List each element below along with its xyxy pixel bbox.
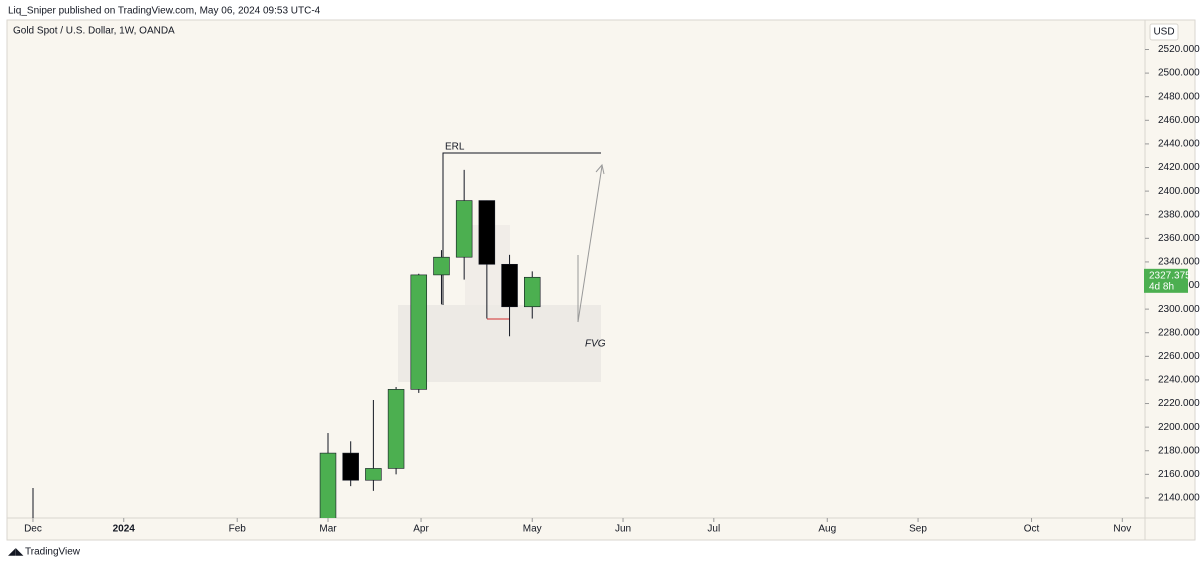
candle-body — [365, 468, 382, 481]
y-tick-label: 2520.000 — [1158, 44, 1200, 55]
x-tick-label: Mar — [319, 524, 337, 535]
x-tick-label: Oct — [1024, 524, 1040, 535]
x-tick-label: Jul — [707, 524, 720, 535]
logo-mark: ◢◣ — [8, 547, 24, 558]
y-tick-label: 2440.000 — [1158, 139, 1200, 150]
y-tick-label: 2360.000 — [1158, 233, 1200, 244]
footer: TradingView — [25, 547, 81, 558]
arrow-head — [595, 163, 605, 175]
candle-body — [342, 452, 359, 481]
chart-title: Gold Spot / U.S. Dollar, 1W, OANDA — [13, 26, 175, 37]
candle-body — [319, 452, 337, 518]
fvg-label: FVG — [585, 339, 606, 350]
countdown: 4d 8h — [1149, 281, 1174, 292]
x-tick-label: Sep — [909, 524, 927, 535]
x-tick-label: Nov — [1113, 524, 1131, 535]
fvg-zone — [398, 305, 601, 382]
y-tick-label: 2400.000 — [1158, 186, 1200, 197]
candle-body — [501, 263, 518, 308]
y-tick-label: 2240.000 — [1158, 375, 1200, 386]
erl-line — [442, 152, 601, 305]
currency-box — [1149, 23, 1179, 41]
candle-body — [433, 256, 450, 276]
x-tick-label: Aug — [818, 524, 836, 535]
x-tick-label: Apr — [413, 524, 429, 535]
y-tick-label: 2180.000 — [1158, 445, 1200, 456]
y-tick-label: 2220.000 — [1158, 398, 1200, 409]
candle-body — [387, 389, 405, 469]
y-tick-label: 2280.000 — [1158, 327, 1200, 338]
erl-label: ERL — [445, 142, 465, 153]
y-tick-label: 2420.000 — [1158, 162, 1200, 173]
y-tick-label: 2500.000 — [1158, 68, 1200, 79]
candle-body — [524, 276, 541, 308]
currency: USD — [1153, 27, 1174, 38]
last-price: 2327.375 — [1149, 270, 1191, 281]
y-tick-label: 2480.000 — [1158, 91, 1200, 102]
y-tick-label: 2260.000 — [1158, 351, 1200, 362]
last-price-box — [1144, 268, 1188, 293]
y-tick-label: 2160.000 — [1158, 469, 1200, 480]
header: Liq_Sniper published on TradingView.com,… — [8, 6, 321, 17]
y-tick-label: 2380.000 — [1158, 209, 1200, 220]
x-tick-label: Jun — [615, 524, 631, 535]
x-tick-label: Dec — [24, 524, 42, 535]
x-tick-label: Feb — [229, 524, 247, 535]
candle-body — [455, 200, 473, 258]
candle-body — [478, 200, 496, 265]
x-tick-label: 2024 — [113, 524, 136, 535]
y-tick-label: 2200.000 — [1158, 422, 1200, 433]
arrow — [577, 165, 603, 323]
x-tick-label: May — [523, 524, 542, 535]
plot — [319, 169, 541, 518]
y-tick-label: 2460.000 — [1158, 115, 1200, 126]
candle-body — [410, 274, 428, 390]
y-tick-label: 2340.000 — [1158, 257, 1200, 268]
y-tick-label: 2140.000 — [1158, 493, 1200, 504]
y-tick-label: 2300.000 — [1158, 304, 1200, 315]
chart-frame — [6, 19, 1196, 541]
